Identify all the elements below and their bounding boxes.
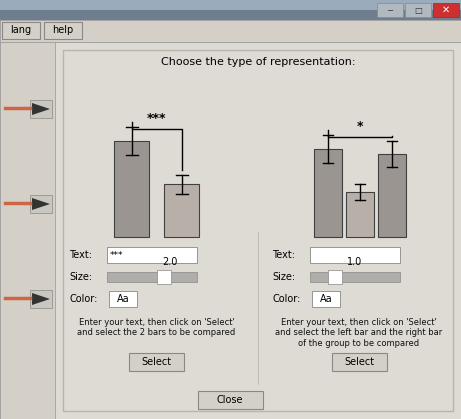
Text: Select: Select xyxy=(344,357,374,367)
Text: Color:: Color: xyxy=(69,294,97,304)
Bar xyxy=(405,3,431,17)
Bar xyxy=(312,291,340,307)
Bar xyxy=(156,270,171,284)
Text: 1.0: 1.0 xyxy=(348,257,363,267)
Bar xyxy=(63,50,453,411)
Text: Select: Select xyxy=(142,357,171,367)
Bar xyxy=(107,247,197,263)
Bar xyxy=(197,391,262,409)
Text: *: * xyxy=(357,120,363,133)
Text: 2.0: 2.0 xyxy=(162,257,177,267)
Bar xyxy=(377,3,403,17)
Polygon shape xyxy=(32,293,50,305)
Bar xyxy=(0,0,461,20)
Text: Aa: Aa xyxy=(117,294,130,304)
Bar xyxy=(164,184,199,237)
Text: lang: lang xyxy=(11,25,31,35)
Bar xyxy=(433,3,459,17)
Bar xyxy=(30,195,52,213)
Bar xyxy=(114,141,149,237)
Text: help: help xyxy=(53,25,74,35)
Text: ─: ─ xyxy=(388,5,392,15)
Text: Enter your text, then click on 'Select'
and select the 2 bars to be compared: Enter your text, then click on 'Select' … xyxy=(77,318,236,337)
Polygon shape xyxy=(32,198,50,210)
Bar xyxy=(346,192,374,237)
Text: □: □ xyxy=(414,5,422,15)
Text: ***: *** xyxy=(110,251,124,259)
Text: Size:: Size: xyxy=(69,272,92,282)
Bar xyxy=(0,42,55,419)
Bar xyxy=(314,149,342,237)
Bar xyxy=(44,22,82,39)
Bar xyxy=(0,20,461,42)
Bar xyxy=(55,42,461,419)
Bar xyxy=(109,291,137,307)
Text: Enter your text, then click on 'Select'
and select the left bar and the right ba: Enter your text, then click on 'Select' … xyxy=(275,318,443,348)
Bar xyxy=(30,100,52,118)
Text: Text:: Text: xyxy=(69,250,92,260)
Bar xyxy=(310,247,400,263)
Bar xyxy=(328,270,342,284)
Polygon shape xyxy=(32,103,50,115)
Bar xyxy=(129,353,184,371)
Text: Color:: Color: xyxy=(272,294,301,304)
Bar xyxy=(378,154,406,237)
Text: ***: *** xyxy=(147,112,166,125)
Bar xyxy=(310,272,400,282)
Bar xyxy=(2,22,40,39)
Bar xyxy=(331,353,386,371)
Text: ✕: ✕ xyxy=(442,5,450,15)
Bar xyxy=(107,272,197,282)
Bar xyxy=(0,0,461,10)
Bar xyxy=(30,290,52,308)
Text: Text:: Text: xyxy=(272,250,295,260)
Text: Close: Close xyxy=(217,395,243,405)
Text: Choose the type of representation:: Choose the type of representation: xyxy=(161,57,355,67)
Text: Size:: Size: xyxy=(272,272,295,282)
Text: Aa: Aa xyxy=(319,294,332,304)
